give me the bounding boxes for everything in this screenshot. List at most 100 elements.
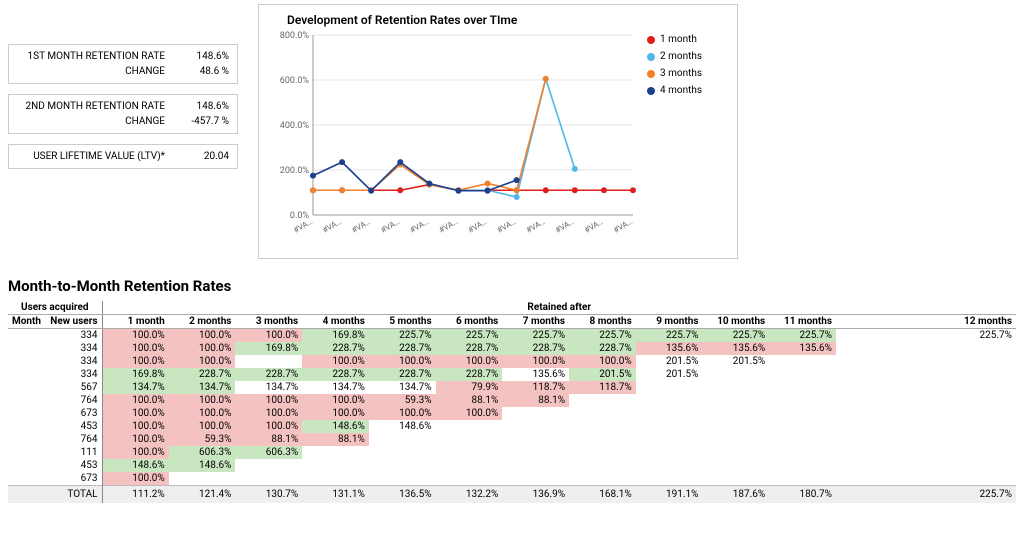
cell-value: 228.7% — [369, 368, 436, 381]
table-row: 453100.0%100.0%100.0%148.6%148.6% — [8, 420, 1016, 433]
cell-value — [436, 446, 503, 459]
cell-value: 225.7% — [702, 329, 769, 343]
cell-value: 169.8% — [235, 342, 302, 355]
cell-value — [636, 459, 703, 472]
cell-value: 88.1% — [302, 433, 369, 446]
legend-label: 2 months — [660, 50, 702, 63]
cell-value — [502, 446, 569, 459]
cell-new-users: 334 — [46, 368, 102, 381]
th-period: 12 months — [836, 315, 1016, 329]
metric-1-value: 148.6% — [175, 49, 229, 64]
cell-value — [702, 420, 769, 433]
cell-value: 228.7% — [436, 368, 503, 381]
svg-text:600.0%: 600.0% — [280, 76, 310, 86]
cell-value — [502, 433, 569, 446]
cell-value: 100.0% — [235, 407, 302, 420]
cell-value: 134.7% — [235, 381, 302, 394]
cell-value: 148.6% — [102, 459, 169, 472]
cell-value — [569, 459, 636, 472]
cell-month — [8, 459, 46, 472]
table-row: 453148.6%148.6% — [8, 459, 1016, 472]
cell-value — [369, 472, 436, 486]
cell-value: 134.7% — [102, 381, 169, 394]
table-row: 764100.0%59.3%88.1%88.1% — [8, 433, 1016, 446]
metric-1c-label: CHANGE — [9, 64, 175, 79]
cell-value: 100.0% — [102, 446, 169, 459]
metric-ltv-label: USER LIFETIME VALUE (LTV)* — [9, 149, 175, 164]
cell-value: 134.7% — [302, 381, 369, 394]
cell-value: 225.7% — [636, 329, 703, 343]
cell-value: 148.6% — [302, 420, 369, 433]
cell-value — [836, 420, 1016, 433]
cell-value — [235, 459, 302, 472]
cell-value: 100.0% — [302, 394, 369, 407]
cell-month — [8, 407, 46, 420]
cell-value: 201.5% — [702, 355, 769, 368]
cell-value — [502, 420, 569, 433]
cell-value — [169, 472, 236, 486]
cell-value — [436, 472, 503, 486]
cell-value: 79.9% — [436, 381, 503, 394]
cell-value — [636, 420, 703, 433]
cell-value: 100.0% — [169, 394, 236, 407]
cell-value: 88.1% — [436, 394, 503, 407]
metric-2-value: 148.6% — [175, 99, 229, 114]
cell-value — [636, 433, 703, 446]
cell-value — [702, 446, 769, 459]
cell-value — [702, 433, 769, 446]
cell-value — [836, 459, 1016, 472]
cell-value: 225.7% — [836, 329, 1016, 343]
cell-value — [569, 433, 636, 446]
svg-text:#VA…: #VA… — [525, 217, 547, 235]
cell-value: 100.0% — [302, 407, 369, 420]
th-month: Month — [8, 315, 46, 329]
table-row: 673100.0%100.0%100.0%100.0%100.0%100.0% — [8, 407, 1016, 420]
table-row: 334100.0%100.0%100.0%100.0%100.0%100.0%1… — [8, 355, 1016, 368]
cell-new-users: 567 — [46, 381, 102, 394]
cell-value: 118.7% — [502, 381, 569, 394]
cell-value — [569, 446, 636, 459]
cell-value — [235, 472, 302, 486]
cell-value — [769, 420, 836, 433]
cell-value: 100.0% — [102, 407, 169, 420]
th-period: 9 months — [636, 315, 703, 329]
cell-value — [502, 407, 569, 420]
cell-value: 100.0% — [369, 355, 436, 368]
cell-value — [769, 433, 836, 446]
cell-value — [769, 368, 836, 381]
cell-value — [502, 472, 569, 486]
cell-value — [836, 342, 1016, 355]
cell-value: 201.5% — [569, 368, 636, 381]
cell-month — [8, 329, 46, 343]
total-value: 225.7% — [836, 486, 1016, 504]
cell-new-users: 764 — [46, 433, 102, 446]
cell-value: 59.3% — [169, 433, 236, 446]
th-new-users: New users — [46, 315, 102, 329]
chart-legend: 1 month2 months3 months4 months — [647, 33, 702, 101]
svg-text:200.0%: 200.0% — [280, 166, 310, 176]
total-value: 136.5% — [369, 486, 436, 504]
cell-value — [369, 433, 436, 446]
legend-dot-icon — [647, 36, 655, 44]
svg-text:#VA…: #VA… — [379, 217, 401, 235]
cell-value: 228.7% — [369, 342, 436, 355]
th-period: 7 months — [502, 315, 569, 329]
cell-value: 225.7% — [769, 329, 836, 343]
total-value: 180.7% — [769, 486, 836, 504]
cell-value: 100.0% — [169, 355, 236, 368]
legend-item: 3 months — [647, 67, 702, 80]
cell-new-users: 453 — [46, 459, 102, 472]
legend-item: 1 month — [647, 33, 702, 46]
table-row: 567134.7%134.7%134.7%134.7%134.7%79.9%11… — [8, 381, 1016, 394]
legend-dot-icon — [647, 87, 655, 95]
cell-value: 118.7% — [569, 381, 636, 394]
table-total-row: TOTAL111.2%121.4%130.7%131.1%136.5%132.2… — [8, 486, 1016, 504]
cell-value: 100.0% — [102, 329, 169, 343]
svg-text:#VA…: #VA… — [496, 217, 518, 235]
cell-month — [8, 472, 46, 486]
cell-value — [369, 446, 436, 459]
cell-month — [8, 342, 46, 355]
cell-value — [836, 355, 1016, 368]
cell-value — [836, 472, 1016, 486]
th-period: 2 months — [169, 315, 236, 329]
